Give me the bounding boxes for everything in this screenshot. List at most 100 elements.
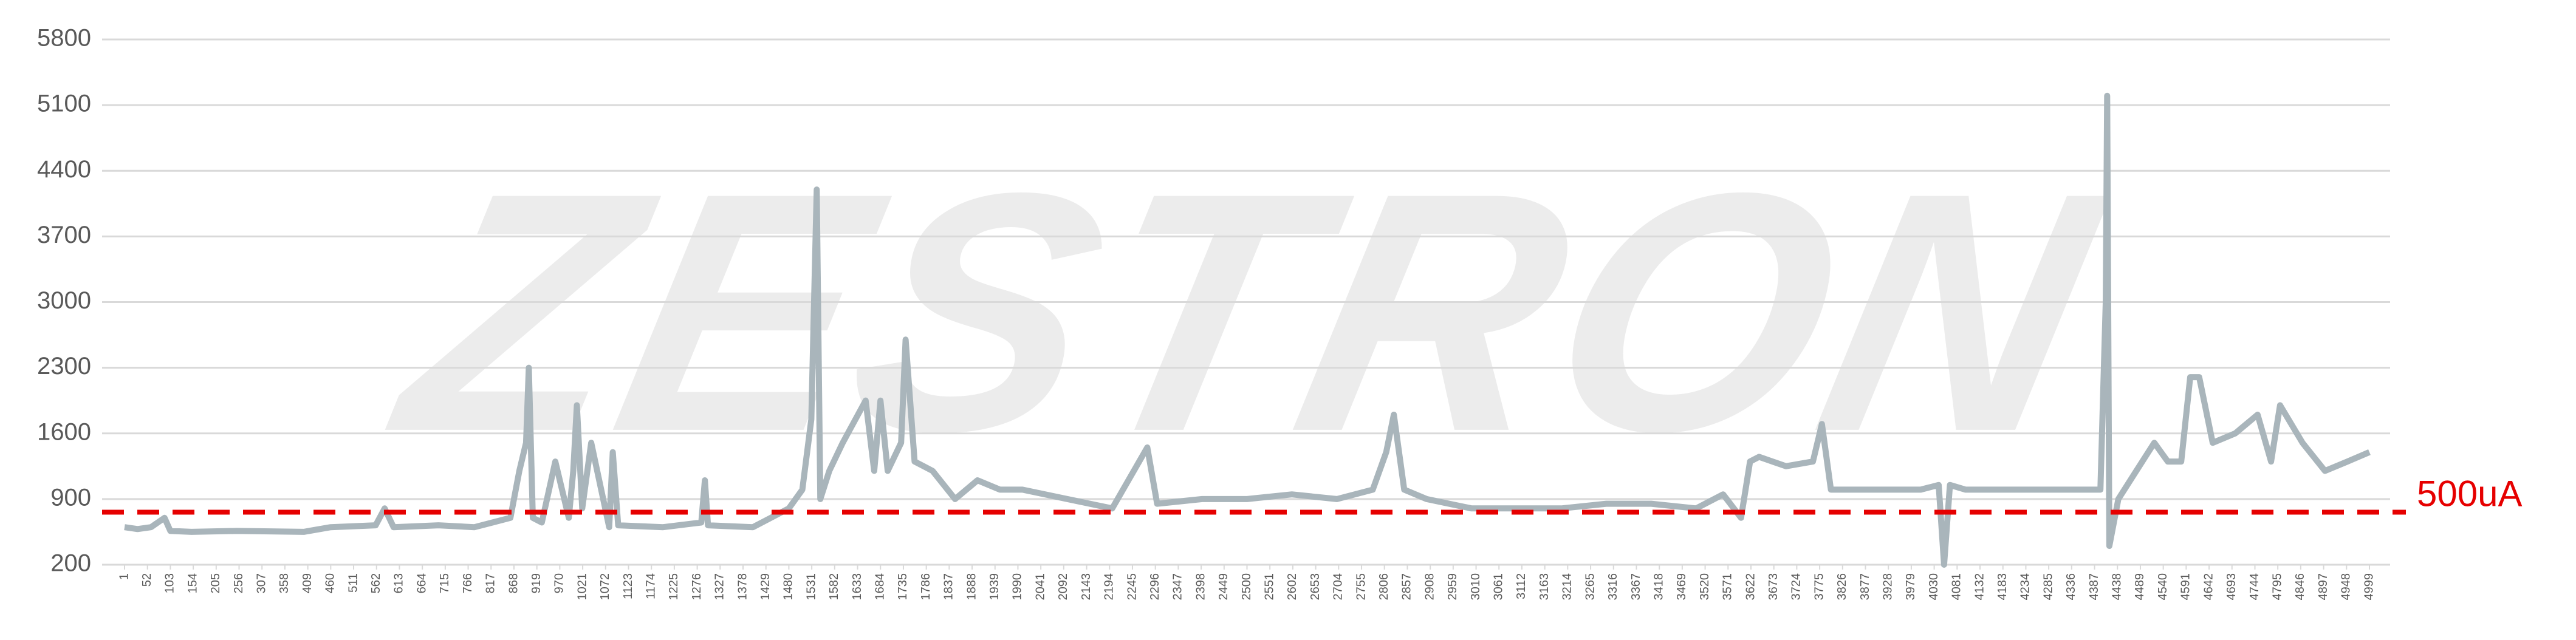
y-tick-label: 900 <box>50 484 91 511</box>
x-tick-label: 868 <box>507 573 520 593</box>
x-tick-label: 2398 <box>1194 573 1207 601</box>
x-tick-label: 3469 <box>1675 573 1688 601</box>
x-tick-label: 3775 <box>1812 573 1826 601</box>
y-tick-label: 4400 <box>37 156 91 183</box>
x-tick-label: 3928 <box>1881 573 1894 601</box>
x-tick-label: 3163 <box>1538 573 1551 601</box>
x-tick-label: 52 <box>140 573 154 587</box>
data-line <box>124 92 2371 568</box>
x-tick-label: 4846 <box>2293 573 2307 601</box>
x-tick-label: 3571 <box>1721 573 1735 601</box>
x-tick-label: 715 <box>438 573 451 593</box>
x-tick-label: 1123 <box>622 573 635 599</box>
x-tick-label: 1378 <box>736 573 749 601</box>
x-tick-label: 460 <box>324 573 337 593</box>
x-tick-label: 4234 <box>2019 573 2032 601</box>
x-tick-label: 2245 <box>1125 573 1139 601</box>
x-tick-label: 4897 <box>2317 573 2330 601</box>
x-tick-label: 1837 <box>942 573 956 601</box>
x-tick-label: 1174 <box>644 573 657 599</box>
x-tick-label: 3112 <box>1515 573 1528 599</box>
x-tick-label: 970 <box>553 573 566 593</box>
x-tick-label: 205 <box>209 573 222 593</box>
x-tick-label: 2041 <box>1033 573 1047 601</box>
x-tick-label: 3265 <box>1583 573 1597 601</box>
y-tick-label: 1600 <box>37 418 91 445</box>
x-tick-label: 4489 <box>2133 573 2146 601</box>
x-tick-label: 1990 <box>1011 573 1024 601</box>
x-tick-label: 2602 <box>1286 573 1299 601</box>
x-tick-label: 1786 <box>919 573 933 601</box>
x-tick-label: 2704 <box>1332 573 1345 601</box>
y-tick-label: 3000 <box>37 287 91 314</box>
x-tick-label: 2347 <box>1171 573 1185 601</box>
x-tick-label: 2296 <box>1148 573 1162 601</box>
x-tick-label: 4795 <box>2270 573 2284 601</box>
x-tick-label: 4387 <box>2088 573 2101 601</box>
x-tick-label: 1 <box>117 573 131 580</box>
x-tick-label: 613 <box>392 573 406 593</box>
x-tick-label: 358 <box>278 573 291 593</box>
x-tick-label: 3418 <box>1652 573 1665 601</box>
x-tick-label: 103 <box>163 573 177 593</box>
x-tick-label: 3010 <box>1469 573 1482 601</box>
y-tick-label: 5800 <box>37 25 91 52</box>
y-tick-label: 2300 <box>37 353 91 380</box>
x-tick-label: 3877 <box>1858 573 1872 601</box>
x-tick-label: 4030 <box>1927 573 1941 601</box>
x-tick-label: 3316 <box>1606 573 1620 601</box>
x-tick-label: 1429 <box>759 573 772 601</box>
x-tick-label: 4336 <box>2064 573 2078 601</box>
x-tick-label: 1072 <box>598 573 612 601</box>
x-tick-label: 2755 <box>1354 573 1368 601</box>
x-tick-label: 3520 <box>1698 573 1711 601</box>
x-tick-label: 3061 <box>1492 573 1506 601</box>
x-tick-label: 4132 <box>1973 573 1986 601</box>
x-tick-label: 4999 <box>2362 573 2376 601</box>
x-tick-label: 4285 <box>2041 573 2055 601</box>
x-tick-label: 3979 <box>1904 573 1917 601</box>
x-tick-label: 4540 <box>2156 573 2170 601</box>
x-tick-label: 2653 <box>1309 573 1322 601</box>
x-tick-label: 1939 <box>988 573 1001 601</box>
x-tick-label: 4744 <box>2248 573 2261 601</box>
x-tick-label: 2143 <box>1080 573 1093 601</box>
x-tick-label: 562 <box>369 573 383 593</box>
x-tick-label: 3673 <box>1767 573 1780 601</box>
x-tick-label: 1633 <box>851 573 864 601</box>
x-tick-label: 4081 <box>1950 573 1964 601</box>
x-tick-label: 3826 <box>1835 573 1849 601</box>
x-tick-label: 1276 <box>690 573 704 601</box>
x-tick-label: 1327 <box>713 573 727 601</box>
x-tick-label: 3367 <box>1629 573 1643 601</box>
x-tick-label: 1684 <box>874 573 887 601</box>
x-tick-label: 2551 <box>1262 573 1276 601</box>
x-tick-label: 4693 <box>2225 573 2238 601</box>
x-tick-label: 2449 <box>1217 573 1230 601</box>
x-tick-label: 3214 <box>1561 573 1574 601</box>
y-tick-label: 5100 <box>37 90 91 117</box>
x-tick-label: 1021 <box>575 573 589 601</box>
x-tick-label: 154 <box>186 573 199 593</box>
x-tick-label: 3724 <box>1790 573 1803 601</box>
x-tick-label: 256 <box>232 573 245 593</box>
x-tick-label: 2806 <box>1377 573 1391 601</box>
watermark: ZESTRON <box>367 123 2130 503</box>
x-tick-label: 2908 <box>1423 573 1436 601</box>
x-tick-label: 4591 <box>2179 573 2193 601</box>
y-tick-label: 3700 <box>37 222 91 248</box>
x-tick-label: 1480 <box>782 573 795 601</box>
x-tick-label: 817 <box>484 573 498 593</box>
x-tick-label: 1225 <box>667 573 680 601</box>
x-tick-label: 919 <box>530 573 543 593</box>
x-tick-label: 409 <box>301 573 314 593</box>
x-tick-label: 511 <box>346 573 360 593</box>
x-tick-label: 1582 <box>827 573 841 601</box>
y-tick-label: 200 <box>50 550 91 577</box>
x-tick-label: 1888 <box>965 573 978 601</box>
x-tick-label: 2194 <box>1103 573 1116 601</box>
x-tick-label: 2500 <box>1240 573 1253 601</box>
x-tick-label: 1735 <box>896 573 909 601</box>
x-tick-label: 4642 <box>2202 573 2215 601</box>
